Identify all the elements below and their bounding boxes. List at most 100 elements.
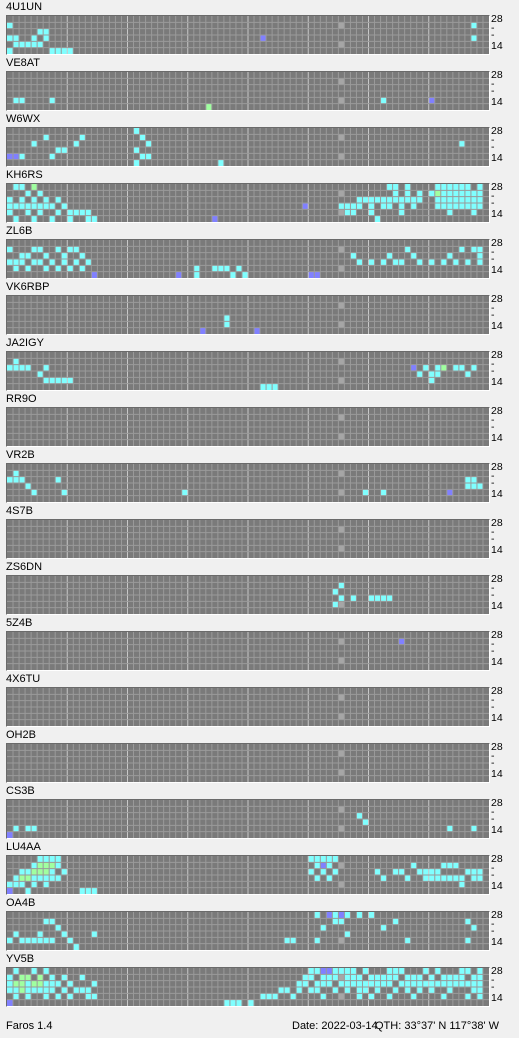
band-axis: 28- -14 [491, 350, 519, 391]
signal-cell [85, 215, 92, 222]
signal-cell [37, 931, 44, 938]
signal-cell [43, 196, 50, 203]
axis-label-bottom: 14 [491, 96, 503, 108]
signal-cell [476, 980, 483, 987]
signal-cell [344, 968, 351, 975]
propagation-grid[interactable] [6, 575, 490, 615]
signal-cell [464, 937, 471, 944]
propagation-grid[interactable] [6, 855, 490, 895]
propagation-grid[interactable] [6, 967, 490, 1007]
signal-cell [13, 875, 20, 882]
signal-cell [43, 862, 50, 869]
propagation-grid-svg [7, 184, 489, 222]
beacon-callsign: VR2B [6, 449, 35, 461]
axis-label-top: 28 [491, 461, 503, 473]
signal-cell [302, 974, 309, 981]
beacon-callsign: JA2IGY [6, 337, 44, 349]
propagation-grid[interactable] [6, 15, 490, 55]
propagation-grid[interactable] [6, 295, 490, 335]
propagation-grid[interactable] [6, 631, 490, 671]
signal-cell [464, 190, 471, 197]
propagation-grid[interactable] [6, 407, 490, 447]
time-marker-cell [338, 22, 345, 29]
signal-cell [392, 868, 399, 875]
signal-cell [91, 980, 98, 987]
signal-cell [13, 980, 20, 987]
propagation-grid[interactable] [6, 183, 490, 223]
signal-cell [43, 993, 50, 1000]
signal-cell [404, 937, 411, 944]
signal-cell [440, 862, 447, 869]
signal-cell [476, 993, 483, 1000]
signal-cell [7, 831, 14, 838]
signal-cell [43, 134, 50, 141]
signal-cell [470, 35, 477, 42]
propagation-grid-svg [7, 912, 489, 950]
signal-cell [470, 483, 477, 490]
signal-cell [380, 924, 387, 931]
axis-tick-mark: - [491, 589, 495, 601]
propagation-grid[interactable] [6, 239, 490, 279]
signal-cell [452, 980, 459, 987]
signal-cell [49, 203, 56, 210]
signal-cell [13, 881, 20, 888]
signal-cell [380, 980, 387, 987]
propagation-grid[interactable] [6, 687, 490, 727]
signal-cell [476, 252, 483, 259]
signal-cell [31, 980, 38, 987]
signal-cell [446, 196, 453, 203]
signal-cell [43, 875, 50, 882]
signal-cell [338, 980, 345, 987]
propagation-grid[interactable] [6, 799, 490, 839]
band-axis: 28- -14 [491, 574, 519, 615]
signal-cell [175, 271, 182, 278]
propagation-grid[interactable] [6, 519, 490, 559]
signal-cell [446, 980, 453, 987]
time-marker-cell [338, 825, 345, 832]
axis-tick-mark: - [491, 22, 495, 34]
signal-cell [470, 190, 477, 197]
signal-cell [470, 22, 477, 29]
beacon-row: VR2B 28- -14 [0, 448, 519, 504]
signal-cell [470, 196, 477, 203]
signal-cell [470, 476, 477, 483]
signal-cell [13, 203, 20, 210]
propagation-grid[interactable] [6, 911, 490, 951]
signal-cell [428, 371, 435, 378]
signal-cell [404, 246, 411, 253]
signal-cell [19, 881, 26, 888]
signal-cell [13, 265, 20, 272]
axis-tick-mark: - [491, 414, 495, 426]
signal-cell [446, 252, 453, 259]
signal-cell [31, 881, 38, 888]
signal-cell [386, 203, 393, 210]
axis-label-top: 28 [491, 69, 503, 81]
signal-cell [470, 987, 477, 994]
signal-cell [49, 377, 56, 384]
propagation-grid[interactable] [6, 71, 490, 111]
signal-cell [410, 203, 417, 210]
propagation-grid[interactable] [6, 351, 490, 391]
propagation-grid[interactable] [6, 463, 490, 503]
signal-cell [37, 28, 44, 35]
signal-cell [458, 974, 465, 981]
signal-cell [223, 265, 230, 272]
propagation-grid[interactable] [6, 127, 490, 167]
signal-cell [73, 140, 80, 147]
signal-cell [19, 476, 26, 483]
signal-cell [31, 875, 38, 882]
signal-cell [91, 887, 98, 894]
signal-cell [398, 980, 405, 987]
axis-tick-mark: - [491, 757, 495, 769]
signal-cell [25, 937, 32, 944]
axis-tick-mark: - [491, 645, 495, 657]
signal-cell [458, 184, 465, 191]
beacon-callsign: W6WX [6, 113, 41, 125]
signal-cell [380, 196, 387, 203]
signal-cell [37, 41, 44, 48]
signal-cell [434, 190, 441, 197]
signal-cell [43, 364, 50, 371]
signal-cell [43, 35, 50, 42]
propagation-grid[interactable] [6, 743, 490, 783]
signal-cell [37, 203, 44, 210]
